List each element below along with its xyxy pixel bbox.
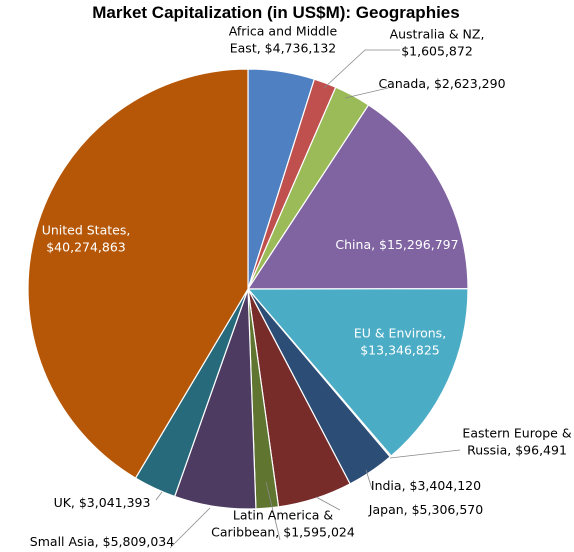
- slice-label-india: India, $3,404,120: [371, 478, 481, 493]
- slice-label-line: $1,605,872: [401, 44, 473, 59]
- slice-label-line: UK, $3,041,393: [54, 495, 151, 510]
- slice-label-eu-and-environs: EU & Environs, $13,346,825: [354, 326, 446, 358]
- leader-line-australia-and-nz: [323, 49, 400, 89]
- pie-slice-eu-and-environs: [246, 288, 469, 457]
- slice-label-line: Caribbean, $1,595,024: [211, 525, 355, 540]
- slice-labels: Africa and Middle East, $4,736,132 Austral…: [30, 24, 572, 550]
- slice-label-canada: Canada, $2,623,290: [378, 76, 505, 91]
- leader-line-india: [365, 469, 373, 490]
- slice-label-line: Russia, $96,491: [467, 443, 567, 458]
- slice-label-eastern-europe-and-russia: Eastern Europe & Russia, $96,491: [462, 426, 571, 458]
- slice-label-africa-and-middle-east: Africa and Middle East, $4,736,132: [229, 24, 338, 56]
- slice-label-line: Small Asia, $5,809,034: [30, 534, 174, 549]
- slice-label-japan: Japan, $5,306,570: [368, 502, 483, 517]
- slice-label-australia-and-nz: Australia & NZ, $1,605,872: [390, 27, 485, 59]
- leader-line-small-asia: [169, 507, 211, 549]
- slice-label-line: Canada, $2,623,290: [378, 76, 505, 91]
- slice-label-line: Eastern Europe &: [462, 426, 571, 441]
- slice-label-line: United States,: [42, 223, 131, 238]
- pie-slice-united-states: [27, 68, 249, 479]
- slice-label-united-states: United States, $40,274,863: [42, 223, 131, 255]
- leader-line-japan: [315, 496, 341, 511]
- leader-lines: [155, 49, 461, 549]
- leader-line-uk: [155, 491, 163, 501]
- slice-label-line: $13,346,825: [360, 343, 440, 358]
- slice-label-line: China, $15,296,797: [335, 237, 458, 252]
- slice-label-line: EU & Environs,: [354, 326, 446, 341]
- slice-label-line: Latin America &: [233, 508, 333, 523]
- slice-label-uk: UK, $3,041,393: [54, 495, 151, 510]
- slice-label-line: $40,274,863: [46, 240, 126, 255]
- slice-label-small-asia: Small Asia, $5,809,034: [30, 534, 174, 549]
- leader-line-canada: [344, 87, 389, 99]
- slice-label-line: Africa and Middle: [229, 24, 338, 39]
- chart-title: Market Capitalization (in US$M): Geograp…: [92, 3, 459, 22]
- slice-label-line: India, $3,404,120: [371, 478, 481, 493]
- slice-label-line: East, $4,736,132: [230, 41, 337, 56]
- slice-label-latin-america-and-caribbean: Latin America & Caribbean, $1,595,024: [211, 508, 355, 540]
- slice-label-line: Japan, $5,306,570: [368, 502, 483, 517]
- leader-line-eastern-europe-and-russia: [389, 449, 461, 459]
- pie-slices: [27, 68, 469, 510]
- slice-label-line: Australia & NZ,: [390, 27, 485, 42]
- pie-slice-china: [246, 104, 469, 290]
- leader-line-latin-america-and-caribbean: [265, 481, 281, 541]
- slice-label-china: China, $15,296,797: [335, 237, 458, 252]
